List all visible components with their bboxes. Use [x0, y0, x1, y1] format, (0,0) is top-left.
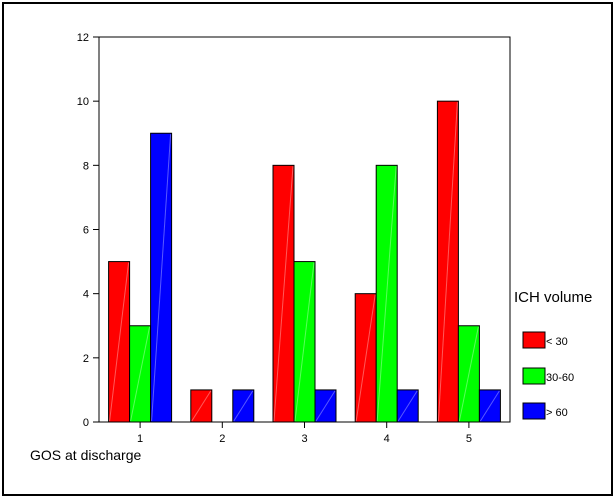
bar-sheen: [233, 390, 254, 422]
bar-60-cat-3: [314, 389, 337, 423]
y-tick-label: 0: [83, 417, 89, 429]
legend-label: < 30: [546, 336, 568, 348]
bar-sheen: [437, 102, 458, 422]
bar-sheen: [109, 262, 130, 422]
bar-3060-cat-5: [457, 325, 480, 423]
bar-sheen: [273, 166, 294, 422]
x-tick-label: 1: [137, 433, 143, 445]
y-tick-label: 2: [83, 353, 89, 365]
legend-swatch: [522, 402, 546, 420]
bar-sheen: [479, 390, 500, 422]
x-axis-label: GOS at discharge: [30, 447, 141, 463]
bar-30-cat-2: [190, 389, 213, 423]
bars: [108, 100, 501, 423]
bar-3060-cat-3: [293, 261, 316, 423]
bar-sheen: [294, 262, 315, 422]
legend-label: 30-60: [546, 372, 574, 384]
y-tick-label: 4: [83, 289, 89, 301]
bar-sheen: [315, 390, 336, 422]
bar-sheen: [458, 326, 479, 422]
legend-title: ICH volume: [514, 289, 592, 306]
bar-60-cat-2: [232, 389, 255, 423]
bar-30-cat-5: [436, 100, 459, 423]
bar-60-cat-5: [478, 389, 501, 423]
x-tick-label: 4: [384, 433, 390, 445]
bar-sheen: [130, 326, 151, 422]
legend-label: > 60: [546, 407, 568, 419]
y-tick-label: 12: [77, 32, 89, 44]
x-tick-label: 2: [219, 433, 225, 445]
y-tick-label: 8: [83, 160, 89, 172]
legend-swatch: [522, 331, 546, 349]
bar-sheen: [376, 166, 397, 422]
y-tick-label: 6: [83, 225, 89, 237]
legend: ICH volume < 30 30-60 > 60: [514, 289, 592, 420]
y-tick-label: 10: [77, 96, 89, 108]
bar-3060-cat-4: [375, 164, 398, 423]
y-axis: 0 2 4 6 8 10 12: [77, 32, 99, 429]
x-tick-label: 3: [301, 433, 307, 445]
x-axis: 1 2 3 4 5: [137, 422, 472, 445]
bar-60-cat-4: [396, 389, 419, 423]
bar-60-cat-1: [150, 132, 173, 423]
x-tick-label: 5: [466, 433, 472, 445]
bar-sheen: [355, 294, 376, 422]
bar-sheen: [191, 390, 212, 422]
bar-sheen: [397, 390, 418, 422]
bar-sheen: [151, 134, 172, 422]
legend-swatch: [522, 367, 546, 385]
